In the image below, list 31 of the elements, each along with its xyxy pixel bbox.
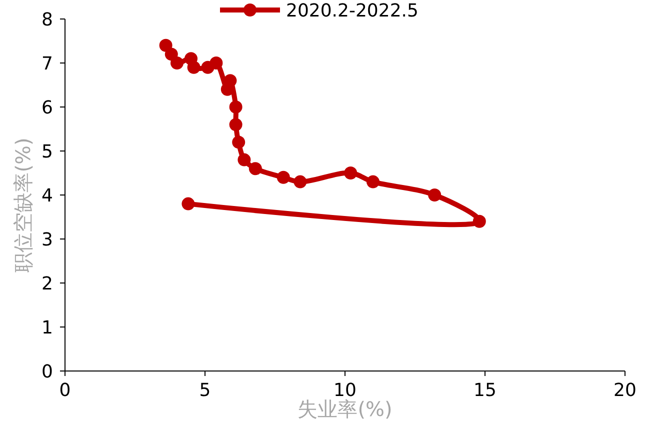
x-tick-label: 5	[199, 380, 211, 401]
point	[294, 175, 307, 188]
x-tick-label: 0	[59, 380, 71, 401]
y-axis-title: 职位空缺率(%)	[11, 138, 35, 272]
x-tick-label: 15	[474, 380, 496, 401]
point	[276, 170, 290, 184]
y-tick-label: 8	[42, 9, 53, 30]
point	[201, 60, 214, 74]
point	[229, 100, 242, 114]
point	[344, 166, 358, 180]
point	[472, 214, 486, 228]
point	[229, 118, 242, 132]
point	[238, 153, 251, 166]
x-tick-label: 20	[614, 380, 636, 401]
y-tick-label: 2	[42, 273, 53, 294]
point	[232, 136, 246, 149]
point	[366, 175, 380, 188]
point	[159, 38, 172, 52]
y-tick-label: 0	[42, 361, 53, 382]
x-axis-title: 失业率(%)	[298, 397, 392, 421]
y-tick-label: 3	[42, 229, 53, 250]
point	[248, 162, 262, 176]
y-tick-label: 1	[42, 317, 53, 338]
point	[182, 197, 195, 210]
y-tick-label: 4	[42, 185, 53, 206]
point	[428, 188, 442, 202]
y-tick-label: 5	[42, 141, 53, 162]
y-tick-label: 7	[42, 53, 53, 74]
point	[184, 52, 198, 66]
legend-label: 2020.2-2022.5	[286, 0, 418, 22]
y-tick-label: 6	[42, 97, 53, 118]
